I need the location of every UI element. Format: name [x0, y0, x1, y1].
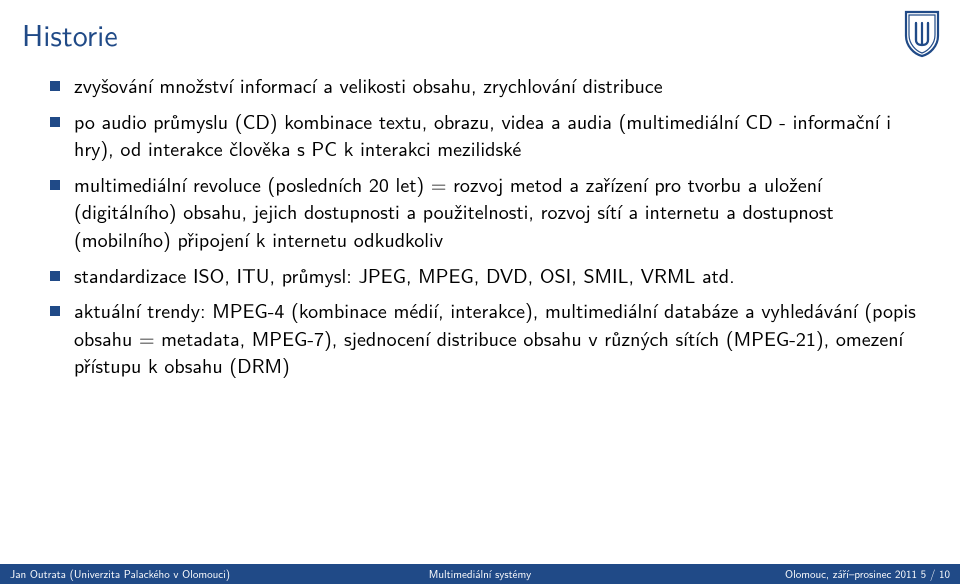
- footer-bar: Jan Outrata (Univerzita Palackého v Olom…: [0, 564, 960, 584]
- bullet-item: zvyšování množství informací a velikosti…: [50, 72, 930, 100]
- bullet-item: po audio průmyslu (CD) kombinace textu, …: [50, 108, 930, 163]
- bullet-item: multimediální revoluce (posledních 20 le…: [50, 171, 930, 254]
- bullet-item: aktuální trendy: MPEG-4 (kombinace médií…: [50, 297, 930, 380]
- university-logo-icon: [902, 10, 942, 58]
- footer-title: Multimediální systémy: [323, 566, 636, 582]
- footer-page: Olomouc, září–prosinec 2011 5 / 10: [637, 566, 960, 582]
- footer-author: Jan Outrata (Univerzita Palackého v Olom…: [0, 566, 323, 582]
- bullet-item: standardizace ISO, ITU, průmysl: JPEG, M…: [50, 262, 930, 290]
- bullet-list: zvyšování množství informací a velikosti…: [50, 72, 930, 388]
- slide-title: Historie: [22, 12, 118, 56]
- slide: Historie zvyšování množství informací a …: [0, 0, 960, 584]
